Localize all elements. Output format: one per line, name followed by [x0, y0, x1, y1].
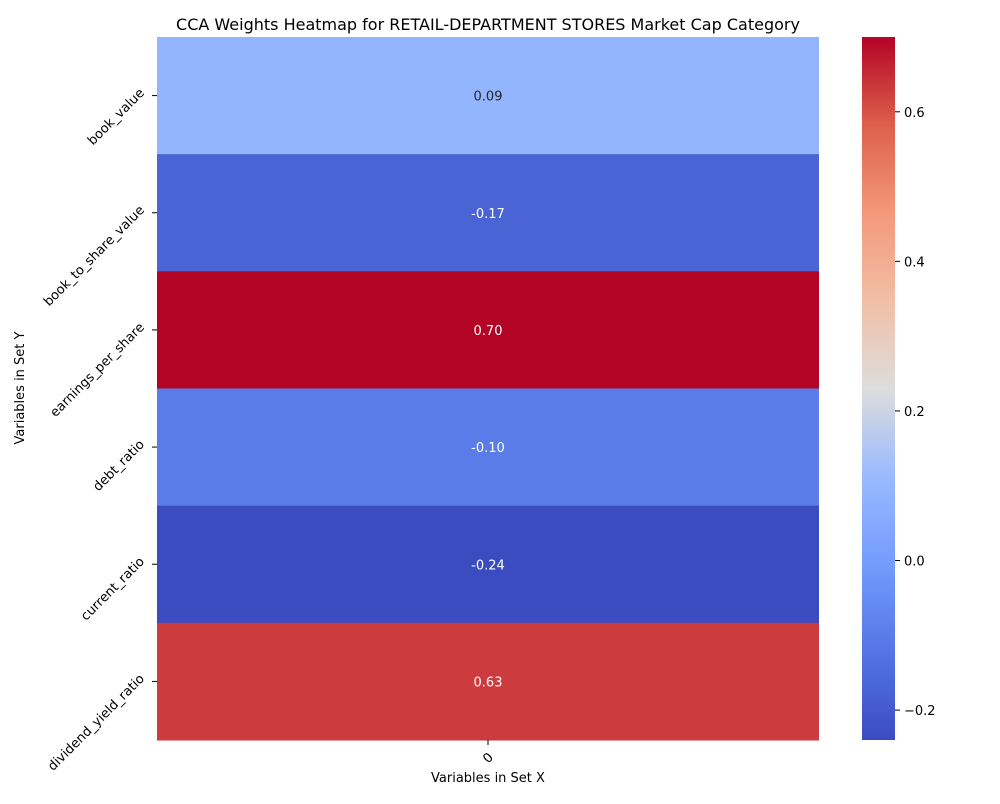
cell-value-label: 0.63 [474, 675, 503, 690]
x-axis-label: Variables in Set X [431, 771, 545, 786]
cell-value-label: 0.70 [474, 324, 503, 339]
cell-value-label: -0.24 [471, 558, 505, 573]
y-tick-labels: book_value book_to_share_valueearnings_pe… [41, 86, 157, 774]
colorbar: −0.2 0.0 0.2 0.4 0.6 [862, 37, 936, 740]
y-tick-label: earnings_per_share [48, 320, 148, 420]
y-axis-label: Variables in Set Y [13, 331, 28, 444]
colorbar-tick-label: −0.2 [904, 704, 936, 719]
cell-value-label: -0.10 [471, 441, 505, 456]
chart-title: CCA Weights Heatmap for RETAIL-DEPARTMEN… [176, 15, 800, 34]
colorbar-tick-label: 0.2 [904, 405, 925, 420]
heatmap-cell [157, 154, 819, 272]
colorbar-tick-label: 0.4 [904, 255, 925, 270]
cell-value-label: 0.09 [474, 90, 503, 105]
y-tick-label: debt_ratio [90, 437, 147, 494]
colorbar-tick-label: 0.0 [904, 555, 925, 570]
heatmap-cell [157, 622, 819, 741]
y-tick-label: dividend_yield_ratio [45, 672, 148, 775]
cell-value-label: -0.17 [471, 207, 505, 222]
heatmap-cell [157, 37, 819, 155]
colorbar-gradient [862, 37, 895, 740]
y-tick-label: book_value [85, 86, 148, 149]
heatmap-cell [157, 505, 819, 624]
heatmap-cells: 0.09 -0.17 0.70 -0.10 -0.24 0.63 [157, 37, 819, 741]
y-tick-label: book_to_share_value [41, 203, 148, 310]
x-tick-labels: 0 [480, 740, 497, 767]
y-tick-label: current_ratio [78, 554, 148, 624]
colorbar-tick-label: 0.6 [904, 106, 925, 121]
heatmap-cell [157, 271, 819, 389]
x-tick-label: 0 [480, 750, 496, 766]
heatmap-cell [157, 388, 819, 507]
